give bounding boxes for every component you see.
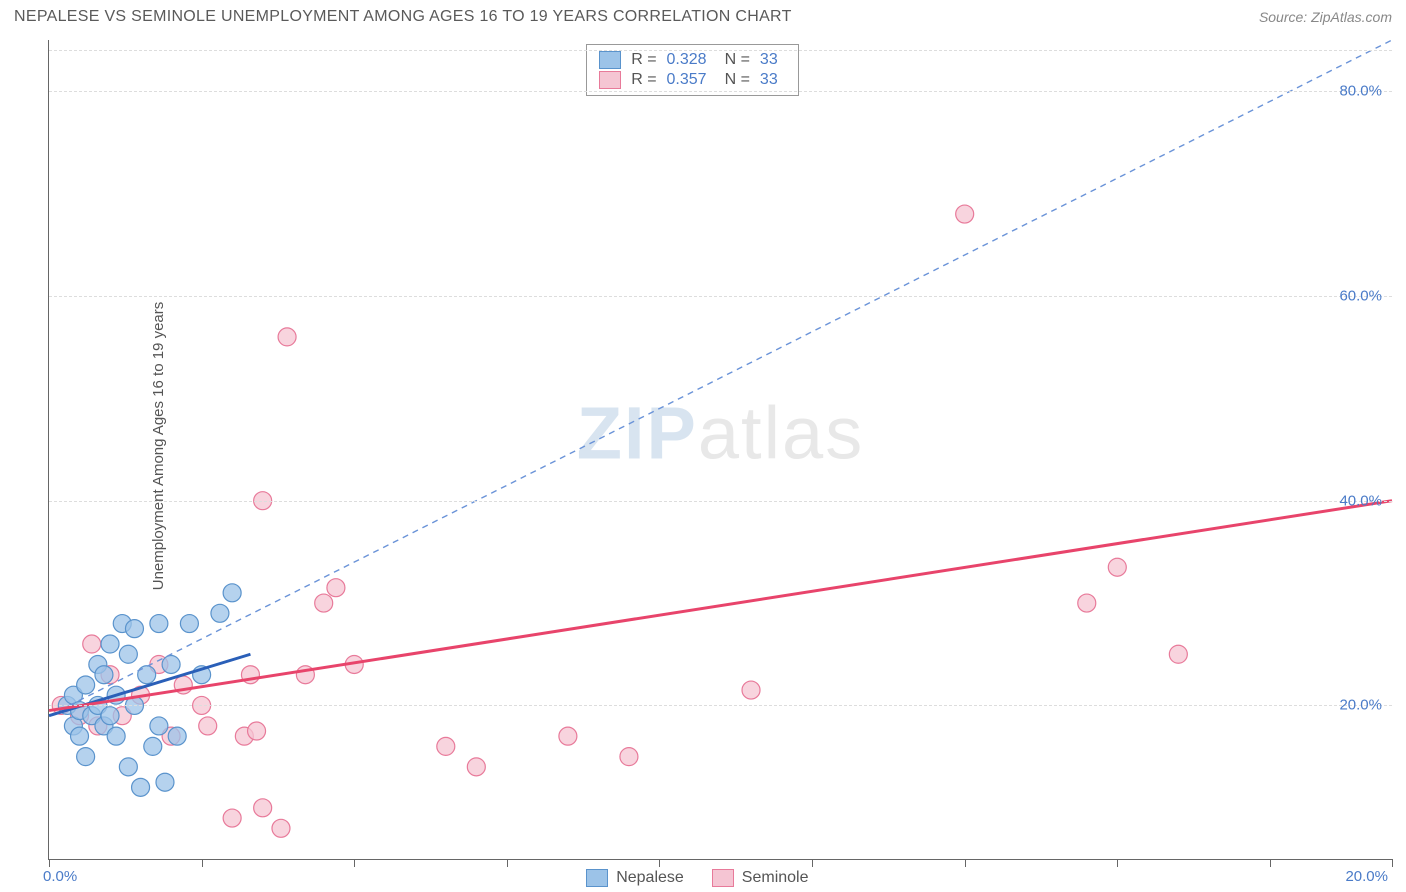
x-tick-label: 0.0% [43,868,77,885]
data-point [223,584,241,602]
swatch-nepalese [599,51,621,69]
data-point [559,727,577,745]
data-point [211,604,229,622]
data-point [1169,645,1187,663]
data-point [138,666,156,684]
data-point [254,799,272,817]
legend-item-nepalese: Nepalese [586,869,684,887]
swatch-nepalese [586,869,608,887]
data-point [248,722,266,740]
data-point [132,778,150,796]
data-point [467,758,485,776]
y-tick-label: 40.0% [1339,492,1382,509]
data-point [956,205,974,223]
x-tick [965,859,966,867]
x-tick [1117,859,1118,867]
data-point [77,676,95,694]
x-tick [202,859,203,867]
swatch-seminole [712,869,734,887]
stats-legend-row-seminole: R = 0.357 N = 33 [599,70,786,90]
data-point [1078,594,1096,612]
gridline [49,50,1392,51]
x-tick [659,859,660,867]
source-attribution: Source: ZipAtlas.com [1259,9,1392,25]
data-point [144,737,162,755]
legend-item-seminole: Seminole [712,869,809,887]
gridline [49,296,1392,297]
scatter-plot-svg [49,40,1392,859]
data-point [620,748,638,766]
data-point [199,717,217,735]
data-point [315,594,333,612]
data-point [742,681,760,699]
data-point [71,727,89,745]
data-point [119,645,137,663]
data-point [272,819,290,837]
y-tick-label: 20.0% [1339,697,1382,714]
x-tick [49,859,50,867]
y-tick-label: 80.0% [1339,83,1382,100]
data-point [180,615,198,633]
data-point [95,666,113,684]
x-tick-label: 20.0% [1345,868,1388,885]
data-point [119,758,137,776]
stats-legend: R = 0.328 N = 33 R = 0.357 N = 33 [586,44,799,96]
y-tick-label: 60.0% [1339,287,1382,304]
data-point [77,748,95,766]
data-point [1108,558,1126,576]
data-point [327,579,345,597]
data-point [168,727,186,745]
gridline [49,91,1392,92]
data-point [150,717,168,735]
chart-plot-area: ZIPatlas R = 0.328 N = 33 R = 0.357 N = … [48,40,1392,860]
gridline [49,705,1392,706]
x-tick [507,859,508,867]
series-legend: Nepalese Seminole [586,869,808,887]
x-tick [1392,859,1393,867]
data-point [162,655,180,673]
data-point [150,615,168,633]
x-tick [812,859,813,867]
data-point [107,727,125,745]
chart-title: NEPALESE VS SEMINOLE UNEMPLOYMENT AMONG … [14,8,792,26]
data-point [437,737,455,755]
data-point [223,809,241,827]
data-point [101,635,119,653]
data-point [278,328,296,346]
x-tick [354,859,355,867]
gridline [49,501,1392,502]
data-point [156,773,174,791]
data-point [125,620,143,638]
data-point [101,707,119,725]
x-tick [1270,859,1271,867]
data-point [83,635,101,653]
stats-legend-row-nepalese: R = 0.328 N = 33 [599,50,786,70]
swatch-seminole [599,71,621,89]
